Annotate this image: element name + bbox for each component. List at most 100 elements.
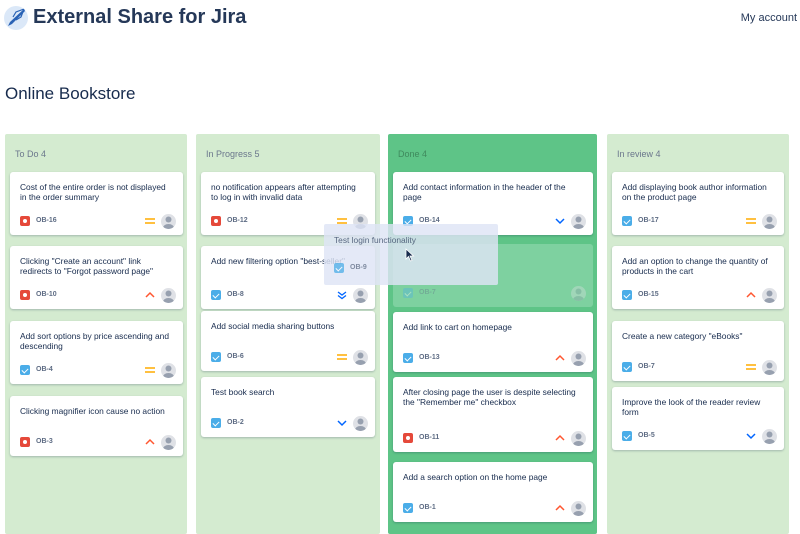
avatar[interactable] <box>762 288 777 303</box>
issue-key[interactable]: OB-16 <box>36 217 57 224</box>
issue-card[interactable]: Add an option to change the quantity of … <box>612 246 784 309</box>
mouse-pointer-icon <box>405 248 415 262</box>
priority-lowest-icon <box>336 290 348 300</box>
task-icon <box>211 352 221 362</box>
bug-icon <box>211 216 221 226</box>
avatar[interactable] <box>571 501 586 516</box>
header: External Share for Jira My account <box>0 0 800 40</box>
avatar[interactable] <box>161 288 176 303</box>
task-icon <box>622 216 632 226</box>
column-title: In Progress 5 <box>206 149 260 159</box>
issue-key[interactable]: OB-12 <box>227 217 248 224</box>
avatar[interactable] <box>161 435 176 450</box>
task-icon <box>403 353 413 363</box>
priority-low-icon <box>745 431 757 441</box>
issue-key[interactable]: OB-5 <box>638 432 655 439</box>
task-icon <box>403 503 413 513</box>
issue-card[interactable]: Add social media sharing buttons OB-6 <box>201 311 375 371</box>
avatar[interactable] <box>571 351 586 366</box>
issue-card[interactable]: Add sort options by price ascending and … <box>10 321 183 384</box>
issue-card[interactable]: Create a new category "eBooks" OB-7 <box>612 321 784 381</box>
priority-medium-icon <box>745 216 757 226</box>
issue-key[interactable]: OB-13 <box>419 354 440 361</box>
priority-low-icon <box>554 216 566 226</box>
issue-key[interactable]: OB-4 <box>36 366 53 373</box>
issue-key: OB-9 <box>350 264 367 271</box>
task-icon <box>622 362 632 372</box>
issue-card[interactable]: Clicking "Create an account" link redire… <box>10 246 183 309</box>
bug-icon <box>20 290 30 300</box>
avatar[interactable] <box>571 214 586 229</box>
issue-key[interactable]: OB-1 <box>419 504 436 511</box>
issue-key[interactable]: OB-11 <box>419 434 440 441</box>
column-in-review: In review 4 Add displaying book author i… <box>607 134 789 534</box>
issue-key: OB-7 <box>419 289 436 296</box>
card-summary: Add social media sharing buttons <box>211 321 335 331</box>
task-icon <box>403 216 413 226</box>
priority-high-icon <box>144 437 156 447</box>
card-summary: Test book search <box>211 387 275 397</box>
avatar <box>571 286 586 301</box>
column-title: In review 4 <box>617 149 661 159</box>
issue-key[interactable]: OB-6 <box>227 353 244 360</box>
column-title: To Do 4 <box>15 149 47 159</box>
priority-high-icon <box>554 353 566 363</box>
priority-medium-icon <box>336 352 348 362</box>
priority-medium-icon <box>144 365 156 375</box>
avatar[interactable] <box>762 360 777 375</box>
priority-medium-icon <box>745 362 757 372</box>
avatar[interactable] <box>762 214 777 229</box>
card-summary: Add link to cart on homepage <box>403 322 512 332</box>
issue-card[interactable]: Add a search option on the home page OB-… <box>393 462 593 522</box>
avatar[interactable] <box>353 416 368 431</box>
issue-key[interactable]: OB-15 <box>638 291 659 298</box>
issue-card[interactable]: Cost of the entire order is not displaye… <box>10 172 183 235</box>
column-done: Done 4 Add contact information in the he… <box>388 134 597 534</box>
issue-key[interactable]: OB-10 <box>36 291 57 298</box>
card-summary: Add contact information in the header of… <box>403 182 566 202</box>
avatar[interactable] <box>161 363 176 378</box>
priority-medium-icon <box>336 216 348 226</box>
issue-key[interactable]: OB-3 <box>36 438 53 445</box>
issue-card[interactable]: Test book search OB-2 <box>201 377 375 437</box>
avatar[interactable] <box>762 429 777 444</box>
issue-key[interactable]: OB-7 <box>638 363 655 370</box>
task-icon <box>334 263 344 273</box>
card-summary: Improve the look of the reader review fo… <box>622 397 761 417</box>
task-icon <box>622 431 632 441</box>
priority-low-icon <box>336 418 348 428</box>
board-title: Online Bookstore <box>5 84 136 103</box>
bug-icon <box>20 437 30 447</box>
priority-medium-icon <box>144 216 156 226</box>
task-icon <box>403 288 413 298</box>
issue-card[interactable]: Clicking magnifier icon cause no action … <box>10 396 183 456</box>
card-summary: no notification appears after attempting… <box>211 182 356 202</box>
avatar[interactable] <box>353 350 368 365</box>
issue-key[interactable]: OB-14 <box>419 217 440 224</box>
priority-high-icon <box>745 290 757 300</box>
issue-card[interactable]: Improve the look of the reader review fo… <box>612 387 784 450</box>
avatar[interactable] <box>353 288 368 303</box>
bug-icon <box>403 433 413 443</box>
card-summary: Clicking magnifier icon cause no action <box>20 406 165 416</box>
avatar[interactable] <box>161 214 176 229</box>
logo-icon[interactable] <box>4 6 28 30</box>
card-summary: Add a search option on the home page <box>403 472 548 482</box>
priority-high-icon <box>554 433 566 443</box>
card-summary: Add new filtering option "best-seller" <box>211 256 345 266</box>
avatar[interactable] <box>571 431 586 446</box>
issue-key[interactable]: OB-2 <box>227 419 244 426</box>
issue-card[interactable]: Add link to cart on homepage OB-13 <box>393 312 593 372</box>
priority-high-icon <box>554 503 566 513</box>
column-in-progress: In Progress 5 no notification appears af… <box>196 134 380 534</box>
issue-key[interactable]: OB-8 <box>227 291 244 298</box>
card-summary: Test login functionality <box>334 235 416 245</box>
card-summary: Add displaying book author information o… <box>622 182 767 202</box>
card-summary: Clicking "Create an account" link redire… <box>20 256 154 276</box>
issue-card[interactable]: Add displaying book author information o… <box>612 172 784 235</box>
issue-key[interactable]: OB-17 <box>638 217 659 224</box>
issue-card[interactable]: After closing page the user is despite s… <box>393 377 593 452</box>
card-summary: After closing page the user is despite s… <box>403 387 576 407</box>
task-icon <box>20 365 30 375</box>
my-account-link[interactable]: My account <box>740 12 797 24</box>
